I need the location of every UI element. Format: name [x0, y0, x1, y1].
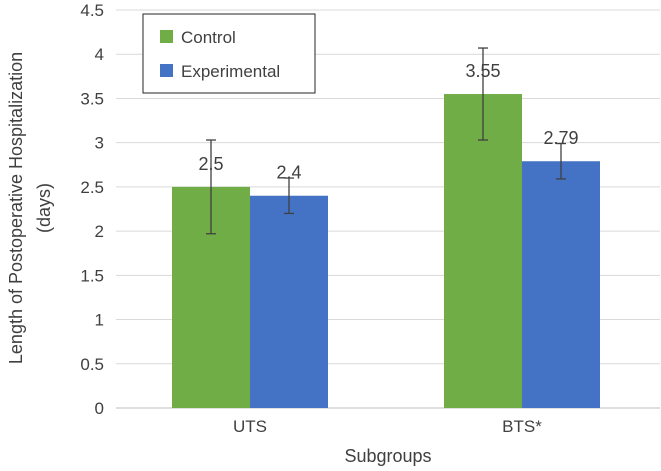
- bar-experimental-uts: [250, 195, 328, 408]
- y-tick-label: 4.5: [80, 1, 104, 20]
- legend-box: [142, 13, 316, 94]
- data-labels: 2.5 2.4 3.55 2.79: [198, 61, 578, 183]
- y-tick-label: 0.5: [80, 355, 104, 374]
- data-label: 2.4: [276, 163, 301, 183]
- data-label: 3.55: [465, 61, 500, 81]
- y-tick-label: 3: [95, 134, 104, 153]
- y-tick-label: 3.5: [80, 89, 104, 108]
- y-axis-ticks: 0 0.5 1 1.5 2 2.5 3 3.5 4 4.5: [80, 1, 104, 418]
- y-tick-label: 4: [95, 45, 104, 64]
- legend-swatch-experimental: [160, 64, 173, 77]
- bars: [172, 94, 600, 409]
- y-tick-label: 2: [95, 222, 104, 241]
- data-label: 2.5: [198, 154, 223, 174]
- y-tick-label: 0: [95, 399, 104, 418]
- legend-label-control: Control: [181, 28, 236, 47]
- legend-swatch-control: [160, 30, 173, 43]
- bar-experimental-bts: [522, 161, 600, 408]
- y-tick-label: 1.5: [80, 266, 104, 285]
- x-category-label: UTS: [233, 417, 267, 436]
- data-label: 2.79: [543, 128, 578, 148]
- bar-control-bts: [444, 94, 522, 409]
- legend: Control Experimental: [142, 13, 316, 94]
- y-tick-label: 2.5: [80, 178, 104, 197]
- y-axis-title-line-2: (days): [34, 183, 54, 233]
- x-category-label: BTS*: [502, 417, 542, 436]
- error-bars: [206, 47, 566, 235]
- legend-label-experimental: Experimental: [181, 62, 280, 81]
- y-axis-title-line-1: Length of Postoperative Hospitalization: [6, 52, 26, 364]
- x-axis-categories: UTS BTS*: [233, 417, 542, 436]
- x-axis-title: Subgroups: [344, 446, 431, 466]
- y-tick-label: 1: [95, 311, 104, 330]
